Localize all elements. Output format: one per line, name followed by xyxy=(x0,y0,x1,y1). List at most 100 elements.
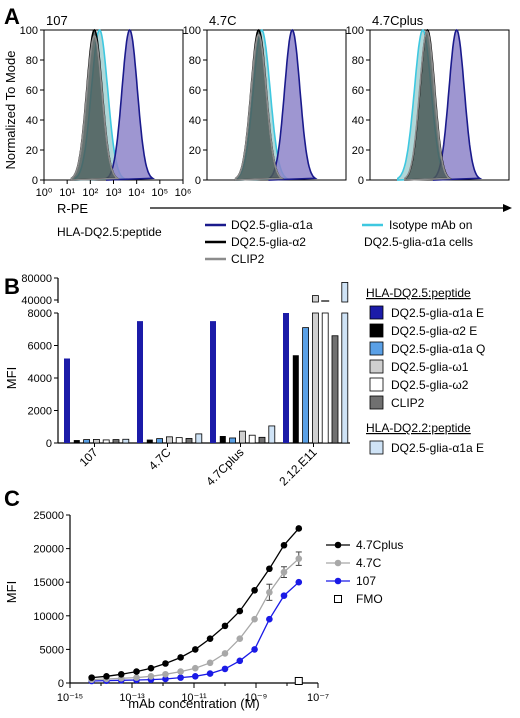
c-point-4.7C xyxy=(251,615,258,623)
a-ytick-label: 20 xyxy=(352,145,364,157)
bar xyxy=(268,425,276,444)
c-point-4.7C xyxy=(221,650,229,657)
a-ytick-label: 40 xyxy=(352,115,364,127)
legend-swatch-b1 xyxy=(369,305,384,320)
bar xyxy=(258,436,266,444)
c-point-4.7Cplus xyxy=(103,672,110,680)
legend-label-b1: DQ2.5-glia-α1a E xyxy=(391,306,484,320)
a-ytick-label: 80 xyxy=(189,55,201,67)
bar xyxy=(283,313,289,443)
panel-a-y-axis: 0 0 0 20 20 20 40 40 40 60 60 60 80 80 80 100 100 100 xyxy=(20,25,370,187)
bar xyxy=(64,358,70,443)
bar xyxy=(175,437,183,444)
panel-c-plot xyxy=(88,525,303,685)
c-point-4.7Cplus xyxy=(206,635,214,642)
bar xyxy=(331,335,339,444)
bar xyxy=(146,439,153,443)
bar xyxy=(185,438,193,444)
a-ytick-label: 100 xyxy=(20,25,38,37)
c-point-4.7C xyxy=(191,664,199,672)
c-ytick-label: 5000 xyxy=(40,644,64,656)
legend-label-dq22: DQ2.5-glia-α1a E xyxy=(391,441,484,455)
c-point-4.7Cplus xyxy=(177,654,184,661)
legend-label-a3: CLIP2 xyxy=(231,252,265,266)
b-category-label: 4.7Cplus xyxy=(203,445,246,488)
panel-c-axes: 0 5000 10000 15000 20000 25000 10⁻¹⁵ 10⁻¹³ 10⁻¹¹… xyxy=(33,510,329,704)
bar xyxy=(83,439,90,444)
c-legend-marker xyxy=(334,559,342,567)
c-legend-marker xyxy=(334,541,342,549)
legend-swatch-b3 xyxy=(369,341,384,356)
histogram-1-clip2 xyxy=(70,34,120,181)
c-xtick-label: 10⁻⁹ xyxy=(245,692,268,704)
a-ytick-label: 80 xyxy=(26,55,38,67)
c-xtick-label: 10⁻⁷ xyxy=(307,692,329,704)
histogram-2-dq2-5-glia-1a xyxy=(268,28,318,181)
c-point-107 xyxy=(236,657,244,665)
c-point-107 xyxy=(266,615,273,623)
c-point-107 xyxy=(280,592,288,599)
bar xyxy=(302,327,310,444)
legend-swatch-b2 xyxy=(369,323,384,338)
a-ytick-label: 0 xyxy=(358,175,364,187)
panel-b-legend-title-2: HLA-DQ2.2:peptide xyxy=(366,421,471,435)
b-ytick-label: 80000 xyxy=(21,273,52,285)
a-ytick-label: 40 xyxy=(189,115,201,127)
bar-upper xyxy=(311,295,319,303)
c-point-4.7Cplus xyxy=(295,525,303,532)
legend-label-b4: DQ2.5-glia-ω1 xyxy=(391,360,469,374)
b-ytick-label: 4000 xyxy=(28,373,52,385)
legend-label-b3: DQ2.5-glia-α1a Q xyxy=(391,342,485,356)
histogram-1-dq2-5-glia-1a xyxy=(106,28,155,181)
b-ytick-label: 6000 xyxy=(28,341,52,353)
panel-b-legend-title-1: HLA-DQ2.5:peptide xyxy=(366,286,471,300)
c-legend-label: 107 xyxy=(356,574,376,588)
a-ytick-label: 20 xyxy=(26,145,38,157)
c-point-4.7C xyxy=(133,674,140,681)
legend-label-a4-line1: Isotype mAb on xyxy=(389,218,472,232)
b-ytick-label: 2000 xyxy=(28,406,52,418)
c-point-4.7Cplus xyxy=(236,607,244,615)
panel-a-x-axis: 10⁰ 10¹ 10² 10³ 10⁴ 10⁵ 10⁶ xyxy=(36,180,191,199)
bar xyxy=(311,312,319,444)
panel-label-b: B xyxy=(4,274,20,299)
panel-c-legend: 4.7Cplus 4.7C 107 FMO xyxy=(326,538,403,606)
c-xtick-label: 10⁻¹³ xyxy=(119,692,145,704)
legend-label-b6: CLIP2 xyxy=(391,396,425,410)
bar-upper xyxy=(341,281,349,303)
c-ytick-label: 15000 xyxy=(33,577,64,589)
legend-label-a1: DQ2.5-glia-α1a xyxy=(231,218,313,232)
c-point-107 xyxy=(206,670,214,677)
legend-label-b5: DQ2.5-glia-ω2 xyxy=(391,378,469,392)
c-point-107 xyxy=(221,665,229,673)
c-ytick-label: 20000 xyxy=(33,544,64,556)
c-point-4.7C xyxy=(177,668,184,675)
histogram-title-3: 4.7Cplus xyxy=(372,13,424,28)
bar xyxy=(229,437,237,444)
bar xyxy=(248,434,256,444)
c-point-4.7C xyxy=(266,588,273,596)
c-point-107 xyxy=(177,674,184,681)
c-point-4.7Cplus xyxy=(88,674,95,681)
bar xyxy=(112,439,120,444)
c-point-107 xyxy=(251,646,258,653)
bar xyxy=(73,440,80,443)
c-point-4.7Cplus xyxy=(266,565,273,573)
a-xtick-label: 10⁰ xyxy=(36,187,53,199)
a-ytick-label: 60 xyxy=(26,85,38,97)
bar xyxy=(292,355,299,443)
c-point-4.7Cplus xyxy=(251,586,258,594)
a-ytick-label: 60 xyxy=(189,85,201,97)
c-point-FMO xyxy=(294,676,303,685)
panel-c-ylabel: MFI xyxy=(4,581,19,603)
a-xtick-label: 10³ xyxy=(106,187,122,199)
legend-swatch-dq22 xyxy=(369,440,384,455)
a-ytick-label: 0 xyxy=(195,175,201,187)
b-ytick-label: 40000 xyxy=(21,295,52,307)
bar xyxy=(210,321,216,443)
c-point-107 xyxy=(162,675,169,683)
bar xyxy=(93,439,100,444)
c-legend-label: 4.7Cplus xyxy=(356,538,403,552)
b-ytick-label: 8000 xyxy=(28,308,52,320)
